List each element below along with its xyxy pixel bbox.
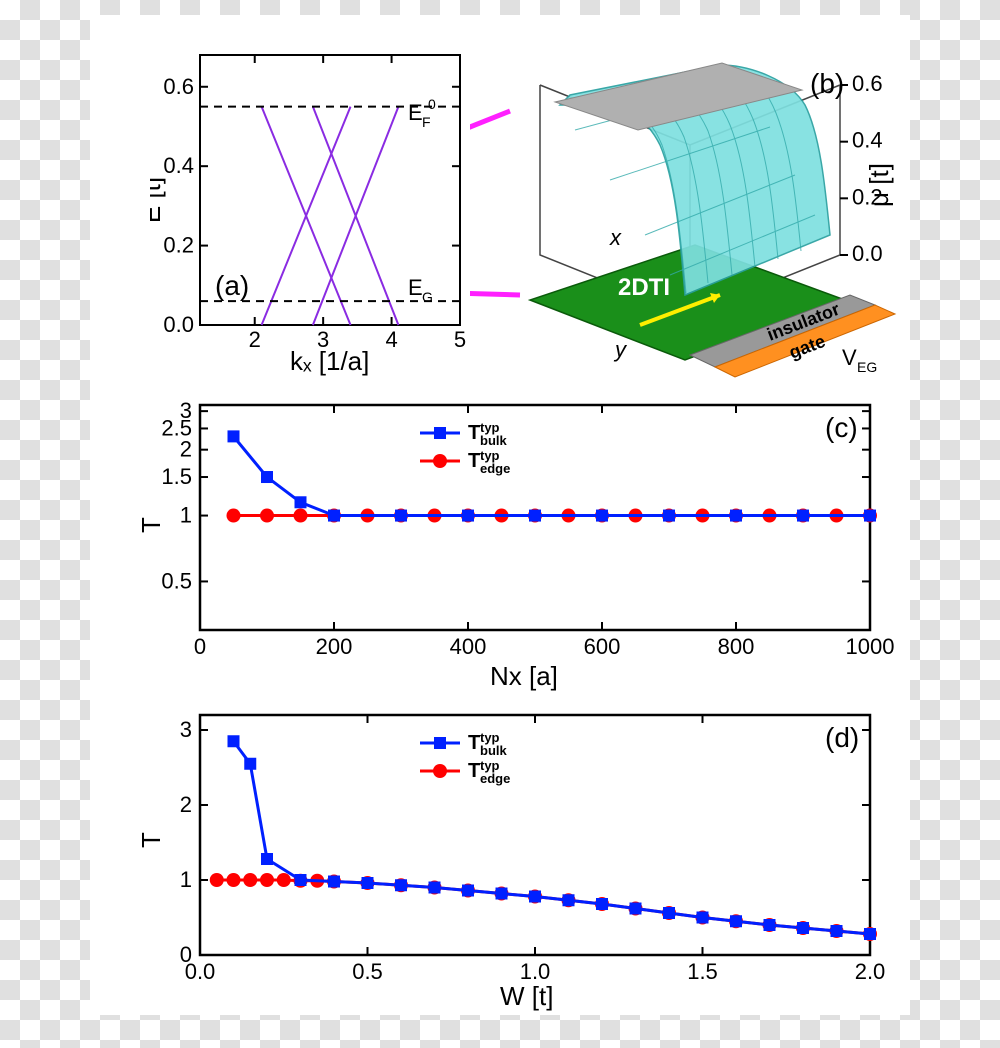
svg-text:1.5: 1.5 [161,464,192,489]
panel-a: 2345 0.00.20.40.6 (a) kₓ [1/a] E [t] E F… [150,45,480,385]
svg-text:1: 1 [180,867,192,892]
svg-text:V: V [842,345,857,370]
svg-text:0: 0 [180,942,192,967]
svg-text:2: 2 [180,792,192,817]
svg-text:T: T [136,517,166,533]
svg-text:(a): (a) [215,270,249,301]
svg-text:1: 1 [180,503,192,528]
svg-text:0.6: 0.6 [163,74,194,99]
svg-text:0.4: 0.4 [163,153,194,178]
svg-text:0.0: 0.0 [852,241,883,266]
svg-text:W [t]: W [t] [500,981,553,1011]
svg-text:E: E [408,100,423,125]
svg-text:1.5: 1.5 [687,959,718,984]
svg-text:600: 600 [584,634,621,659]
svg-text:1000: 1000 [846,634,895,659]
svg-text:x: x [609,225,622,250]
svg-text:T: T [468,422,480,444]
svg-text:E [t]: E [t] [150,177,166,223]
svg-text:bulk: bulk [480,743,507,758]
svg-text:EG: EG [857,359,877,375]
svg-text:T: T [468,450,480,472]
svg-text:0.5: 0.5 [161,568,192,593]
svg-text:typ: typ [480,758,500,773]
svg-text:T: T [468,760,480,782]
svg-text:edge: edge [480,771,510,786]
svg-text:typ: typ [480,420,500,435]
svg-text:3: 3 [180,398,192,423]
svg-text:G: G [422,289,433,305]
svg-text:Nx [a]: Nx [a] [490,661,558,691]
svg-text:typ: typ [480,448,500,463]
svg-text:0: 0 [428,96,436,112]
panel-b: 0.00.20.40.6 μ [t] 2DTI x y insulator ga… [470,35,900,385]
svg-text:4: 4 [385,327,397,352]
svg-text:0.0: 0.0 [163,312,194,337]
svg-text:0.5: 0.5 [352,959,383,984]
svg-text:typ: typ [480,730,500,745]
svg-text:edge: edge [480,461,510,476]
svg-text:2.0: 2.0 [855,959,886,984]
svg-text:0.4: 0.4 [852,128,883,153]
svg-text:3: 3 [180,717,192,742]
svg-text:bulk: bulk [480,433,507,448]
svg-text:200: 200 [316,634,353,659]
svg-text:400: 400 [450,634,487,659]
svg-text:0.6: 0.6 [852,71,883,96]
svg-text:T: T [136,832,166,848]
svg-text:μ [t]: μ [t] [864,163,894,207]
svg-text:kₓ [1/a]: kₓ [1/a] [290,346,369,376]
svg-text:(d): (d) [825,722,859,753]
svg-text:T: T [468,732,480,754]
svg-text:800: 800 [718,634,755,659]
panel-d: 0.00.51.01.52.0 0123 T bulk typ T edge t… [120,705,900,1015]
svg-text:2: 2 [249,327,261,352]
svg-text:E: E [408,275,423,300]
svg-text:F: F [422,114,431,130]
svg-text:(b): (b) [810,68,844,99]
panel-c: 02004006008001000 0.511.522.53 T bulk ty… [120,395,900,695]
svg-text:2DTI: 2DTI [618,274,670,301]
svg-text:y: y [613,337,628,362]
svg-text:(c): (c) [825,412,858,443]
svg-text:5: 5 [454,327,466,352]
svg-text:0: 0 [194,634,206,659]
svg-text:0.2: 0.2 [163,233,194,258]
